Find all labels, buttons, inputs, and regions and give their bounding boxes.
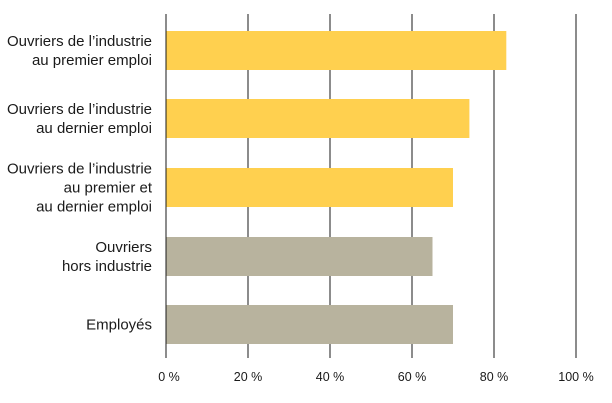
category-label-1: Ouvriers de l’industrie au dernier emploi — [7, 101, 152, 137]
category-label-2: Ouvriers de l’industrie au premier et au d… — [7, 161, 153, 216]
category-label-line: au premier et — [64, 180, 153, 197]
category-label-line: Ouvriers de l’industrie — [7, 101, 152, 118]
x-tick-labels: 0 % 20 % 40 % 60 % 80 % 100 % — [158, 370, 594, 384]
category-label-line: Ouvriers — [95, 239, 152, 256]
bar-0 — [166, 31, 507, 70]
bar-1 — [166, 99, 470, 138]
category-label-0: Ouvriers de l’industrie au premier emploi — [7, 33, 152, 69]
x-tick-label-0: 0 % — [158, 370, 180, 384]
category-label-line: au dernier emploi — [36, 120, 152, 137]
category-label-line: Ouvriers de l’industrie — [7, 33, 152, 50]
bar-4 — [166, 305, 453, 344]
category-label-4: Employés — [86, 317, 152, 334]
bar-2 — [166, 168, 453, 207]
category-label-line: au dernier emploi — [36, 199, 152, 216]
x-tick-label-40: 40 % — [316, 370, 345, 384]
x-tick-label-60: 60 % — [398, 370, 427, 384]
category-label-line: Ouvriers de l’industrie — [7, 161, 152, 178]
x-tick-label-100: 100 % — [558, 370, 593, 384]
x-tick-label-80: 80 % — [480, 370, 509, 384]
bar-3 — [166, 237, 433, 276]
category-labels: Ouvriers de l’industrie au premier emploi… — [7, 33, 153, 334]
category-label-line: Employés — [86, 317, 152, 334]
category-label-line: hors industrie — [62, 258, 152, 275]
x-tick-label-20: 20 % — [234, 370, 263, 384]
bars — [166, 31, 507, 344]
category-label-3: Ouvriers hors industrie — [62, 239, 152, 275]
category-label-line: au premier emploi — [32, 52, 152, 69]
